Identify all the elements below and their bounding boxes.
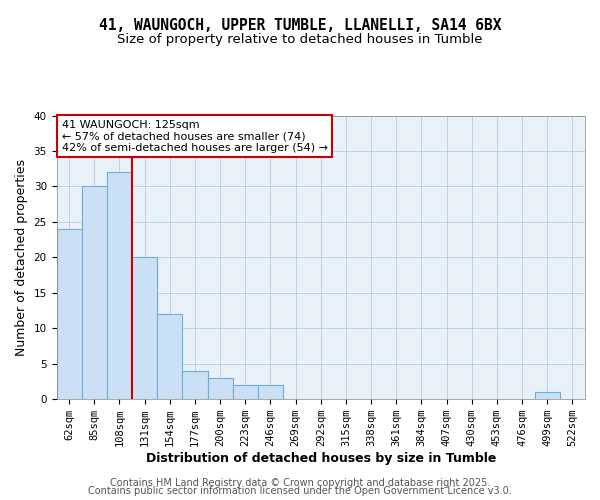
Bar (132, 258, 157, 399)
Text: Contains public sector information licensed under the Open Government Licence v3: Contains public sector information licen… (88, 486, 512, 496)
Bar (157, 314, 182, 399)
Bar (233, 385, 258, 399)
Y-axis label: Number of detached properties: Number of detached properties (15, 159, 28, 356)
Bar (182, 371, 208, 399)
Text: 41 WAUNGOCH: 125sqm
← 57% of detached houses are smaller (74)
42% of semi-detach: 41 WAUNGOCH: 125sqm ← 57% of detached ho… (62, 120, 328, 153)
Bar (208, 378, 233, 399)
Bar (258, 385, 283, 399)
Text: Size of property relative to detached houses in Tumble: Size of property relative to detached ho… (117, 32, 483, 46)
Bar (56, 229, 82, 399)
Text: Contains HM Land Registry data © Crown copyright and database right 2025.: Contains HM Land Registry data © Crown c… (110, 478, 490, 488)
Bar (535, 392, 560, 399)
Text: 41, WAUNGOCH, UPPER TUMBLE, LLANELLI, SA14 6BX: 41, WAUNGOCH, UPPER TUMBLE, LLANELLI, SA… (99, 18, 501, 32)
Bar (82, 186, 107, 399)
X-axis label: Distribution of detached houses by size in Tumble: Distribution of detached houses by size … (146, 452, 496, 465)
Bar (107, 172, 132, 399)
